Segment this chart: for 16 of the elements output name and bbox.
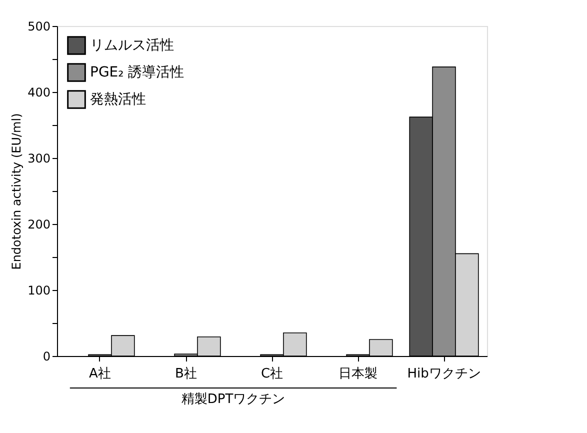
legend-label: 発熱活性 [90,92,146,108]
y-axis-title: Endotoxin activity (EU/ml) [10,113,24,270]
x-tick-label: C社 [260,366,284,382]
x-tick-label: A社 [89,366,111,382]
text: 精製DPTワクチン [181,392,286,407]
y-tick-label: 500 [28,20,50,34]
legend-label: リムルス活性 [90,38,174,54]
y-tick-label: 0 [42,350,50,364]
y-tick-label: 100 [28,284,50,298]
y-tick-label: 200 [28,218,50,232]
legend-label: PGE₂ 誘導活性 [90,64,184,80]
x-tick-label: 日本製 [338,366,378,382]
y-tick-label: 300 [28,152,50,166]
x-tick-label: B社 [175,366,197,382]
y-tick-label: 400 [28,86,50,100]
x-tick-label: Hibワクチン [407,366,481,382]
